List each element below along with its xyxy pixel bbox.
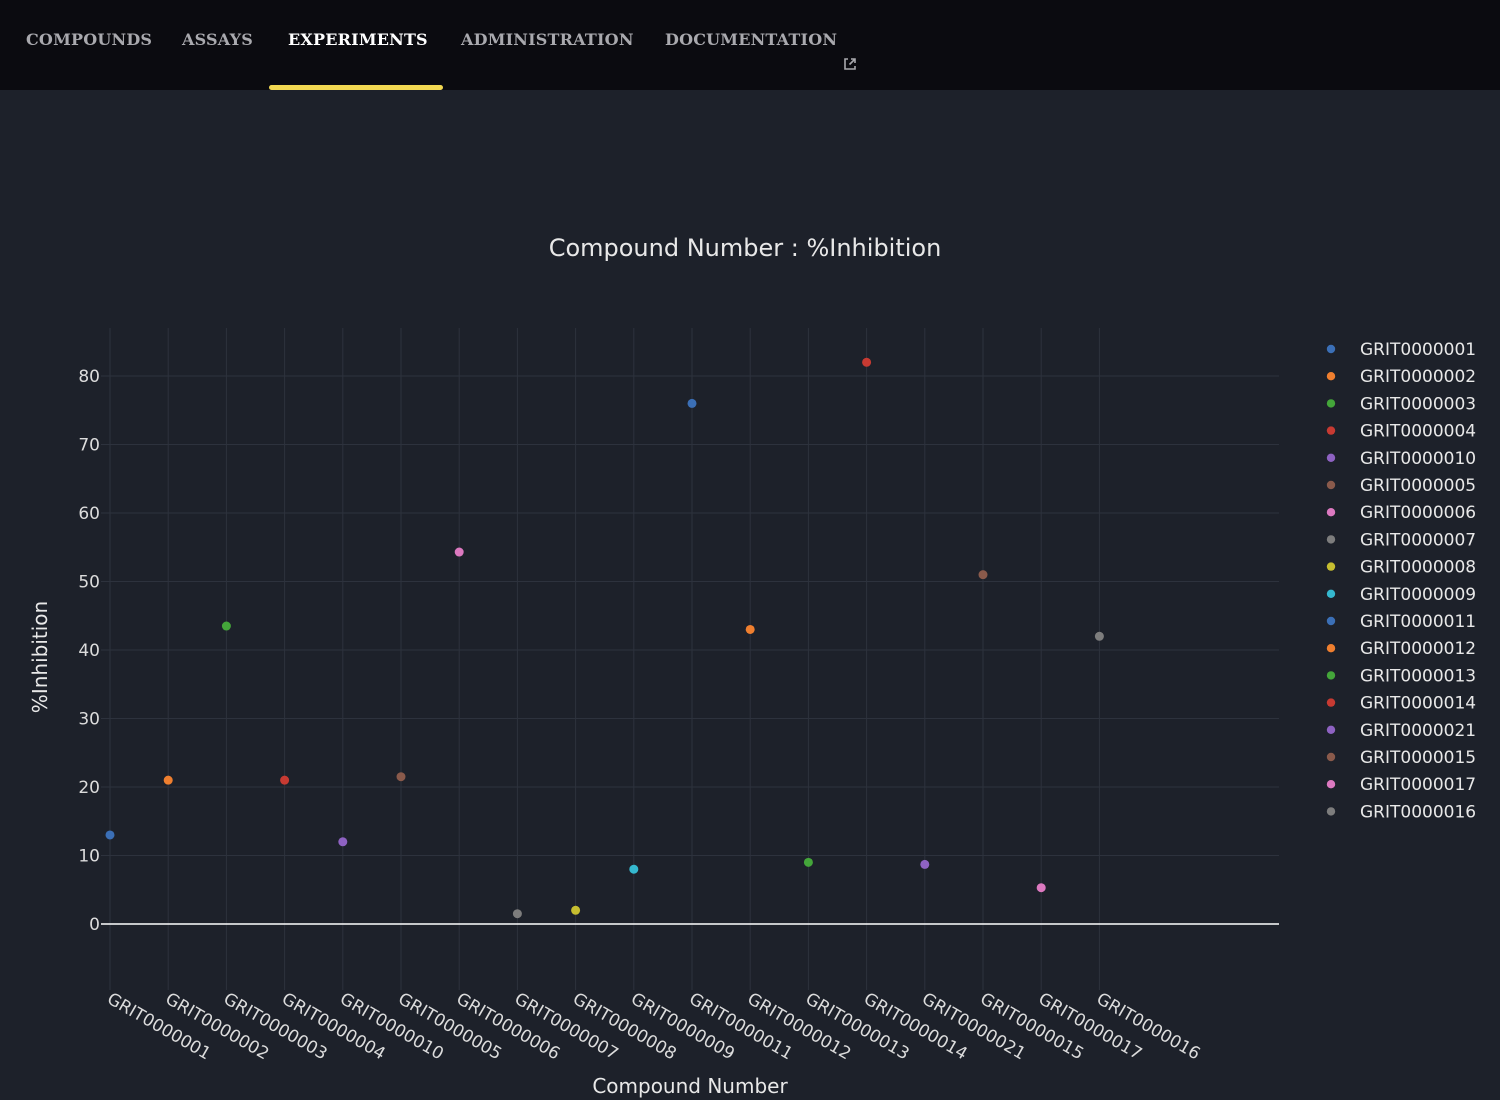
data-point[interactable]: [512, 909, 522, 919]
tab-administration[interactable]: ADMINISTRATION: [461, 0, 634, 90]
legend-entry[interactable]: GRIT0000004: [1360, 422, 1476, 442]
data-point[interactable]: [862, 357, 872, 367]
legend-entry[interactable]: GRIT0000012: [1360, 639, 1476, 659]
tab-documentation-label: DOCUMENTATION: [665, 30, 838, 49]
data-point[interactable]: [920, 859, 930, 869]
tab-documentation[interactable]: DOCUMENTATION: [665, 0, 857, 90]
legend-marker[interactable]: [1326, 508, 1336, 517]
data-point[interactable]: [1036, 883, 1046, 893]
legend-entry[interactable]: GRIT0000010: [1360, 449, 1476, 469]
y-tick-label: 60: [78, 504, 100, 524]
external-link-icon: [843, 26, 857, 106]
top-nav: COMPOUNDS ASSAYS EXPERIMENTS ADMINISTRAT…: [0, 0, 1500, 90]
legend-entry[interactable]: GRIT0000005: [1360, 476, 1476, 496]
legend-marker[interactable]: [1326, 372, 1336, 381]
y-tick-label: 40: [78, 641, 100, 661]
legend-marker[interactable]: [1326, 616, 1336, 626]
chart-title: Compound Number : %Inhibition: [549, 234, 942, 262]
legend-marker[interactable]: [1326, 535, 1336, 544]
tab-administration-label: ADMINISTRATION: [461, 30, 634, 49]
legend-marker[interactable]: [1326, 453, 1336, 462]
data-point[interactable]: [221, 621, 231, 631]
tab-assays[interactable]: ASSAYS: [182, 0, 253, 90]
y-axis-title: %Inhibition: [28, 601, 52, 713]
legend-entry[interactable]: GRIT0000001: [1360, 340, 1476, 360]
data-point[interactable]: [163, 775, 173, 785]
y-tick-label: 10: [78, 847, 100, 867]
legend-entry[interactable]: GRIT0000015: [1360, 748, 1476, 768]
legend-entry[interactable]: GRIT0000006: [1360, 503, 1476, 523]
y-tick-label: 20: [78, 778, 100, 798]
data-point[interactable]: [687, 398, 697, 408]
scatter-chart: Compound Number : %Inhibition 0 10 20 30 40 5…: [28, 234, 1476, 1098]
data-point[interactable]: [280, 775, 290, 785]
tab-compounds[interactable]: COMPOUNDS: [26, 0, 152, 90]
legend-marker[interactable]: [1326, 589, 1336, 598]
y-tick-label: 30: [78, 710, 100, 730]
legend-entry[interactable]: GRIT0000007: [1360, 530, 1476, 550]
tab-assays-label: ASSAYS: [182, 30, 253, 49]
legend-entry[interactable]: GRIT0000011: [1360, 612, 1476, 632]
legend-marker[interactable]: [1326, 644, 1336, 653]
legend-marker[interactable]: [1326, 480, 1336, 490]
legend-entry[interactable]: GRIT0000021: [1360, 721, 1476, 741]
data-point[interactable]: [454, 547, 464, 557]
tab-compounds-label: COMPOUNDS: [26, 30, 153, 49]
data-point[interactable]: [105, 830, 115, 840]
legend-entry[interactable]: GRIT0000009: [1360, 585, 1476, 605]
data-point[interactable]: [571, 905, 581, 915]
legend-marker[interactable]: [1326, 426, 1336, 435]
data-point[interactable]: [629, 864, 639, 874]
legend-marker[interactable]: [1326, 562, 1336, 571]
y-tick-label: 50: [78, 573, 100, 593]
legend-entry[interactable]: GRIT0000002: [1360, 367, 1476, 387]
legend: GRIT0000001 GRIT0000002 GRIT0000003 GRIT000…: [1326, 340, 1476, 822]
data-points: [105, 357, 1104, 919]
legend-entry[interactable]: GRIT0000008: [1360, 558, 1476, 578]
tab-experiments[interactable]: EXPERIMENTS: [288, 0, 428, 90]
legend-marker[interactable]: [1326, 671, 1336, 680]
data-point[interactable]: [1094, 631, 1104, 641]
legend-entry[interactable]: GRIT0000017: [1360, 775, 1476, 795]
data-point[interactable]: [803, 857, 813, 867]
legend-marker[interactable]: [1326, 807, 1336, 816]
legend-entry[interactable]: GRIT0000003: [1360, 394, 1476, 414]
legend-marker[interactable]: [1326, 399, 1336, 408]
data-point[interactable]: [978, 570, 988, 580]
x-axis-title: Compound Number: [592, 1074, 788, 1098]
legend-marker[interactable]: [1326, 752, 1336, 762]
active-tab-indicator: [269, 85, 443, 90]
legend-entry[interactable]: GRIT0000014: [1360, 694, 1476, 714]
legend-marker[interactable]: [1326, 698, 1336, 707]
tab-experiments-label: EXPERIMENTS: [288, 30, 428, 49]
data-point[interactable]: [396, 772, 406, 782]
legend-marker[interactable]: [1326, 344, 1336, 354]
y-tick-label: 70: [78, 436, 100, 456]
legend-marker[interactable]: [1326, 780, 1336, 789]
data-point[interactable]: [745, 624, 755, 634]
data-point[interactable]: [338, 837, 348, 847]
y-tick-label: 80: [78, 367, 100, 387]
legend-marker[interactable]: [1326, 725, 1336, 734]
legend-entry[interactable]: GRIT0000016: [1360, 802, 1476, 822]
grid: [101, 328, 1279, 990]
y-tick-label: 0: [89, 915, 100, 935]
legend-entry[interactable]: GRIT0000013: [1360, 666, 1476, 686]
